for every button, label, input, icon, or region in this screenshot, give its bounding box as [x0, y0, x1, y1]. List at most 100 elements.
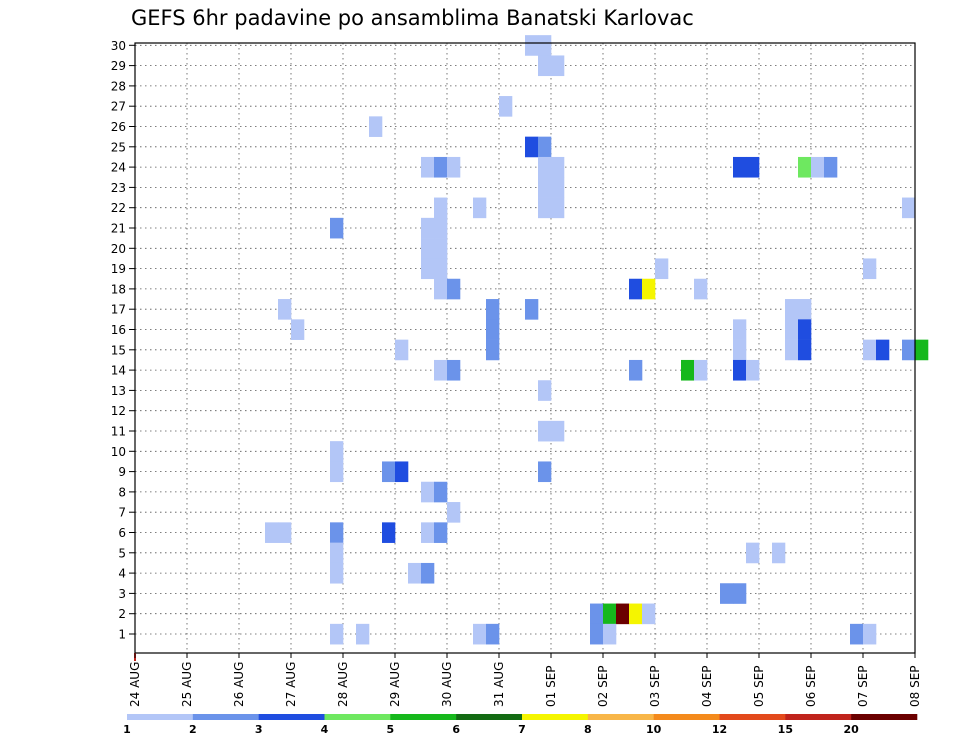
colorbar-segment [258, 714, 325, 720]
y-tick-label: 2 [118, 607, 126, 621]
precip-cell [538, 35, 552, 56]
precip-cell [746, 542, 760, 564]
x-tick-label: 04 SEP [700, 665, 714, 707]
y-tick-label: 6 [118, 526, 126, 540]
precip-cell [863, 258, 877, 280]
y-tick-label: 5 [118, 546, 126, 560]
precip-cell [824, 156, 838, 178]
precip-cell [603, 603, 617, 625]
precip-cell [590, 623, 604, 645]
y-tick-label: 16 [111, 323, 126, 337]
x-tick-label: 31 AUG [492, 662, 506, 707]
precip-cell [447, 156, 461, 178]
precip-cell [811, 156, 825, 178]
precip-cell [538, 55, 552, 77]
precip-cell [720, 583, 734, 604]
x-tick-label: 27 AUG [284, 662, 298, 707]
precip-cell [447, 359, 461, 381]
colorbar-segment [522, 714, 589, 720]
precip-cell [421, 156, 435, 178]
colorbar-segment [785, 714, 852, 720]
chart-title: GEFS 6hr padavine po ansamblima Banatski… [131, 6, 694, 30]
precip-cell [733, 339, 747, 361]
y-tick-label: 19 [111, 262, 126, 276]
x-tick-label: 24 AUG [128, 662, 142, 707]
plot-frame [134, 42, 916, 654]
precip-cell [798, 299, 812, 320]
precip-cell [434, 156, 448, 178]
precip-cell [902, 197, 916, 219]
precip-cell [629, 359, 643, 381]
precip-cell [551, 197, 565, 219]
y-tick-label: 30 [111, 39, 126, 53]
precip-cell [447, 502, 461, 523]
precip-cell [278, 522, 292, 543]
precip-cell [746, 359, 760, 381]
precip-cell [395, 461, 409, 483]
y-tick-label: 27 [111, 100, 126, 114]
precip-cell [694, 359, 708, 381]
precip-cell [785, 299, 799, 320]
y-tick-label: 8 [118, 485, 126, 499]
colorbar-segment [192, 714, 259, 720]
precip-cell [525, 136, 539, 158]
precip-cell [330, 217, 344, 239]
colorbar-label: 3 [255, 723, 263, 736]
colorbar-label: 20 [844, 723, 860, 736]
precip-cell [421, 522, 435, 543]
y-axis: 1234567891011121314151617181920212223242… [111, 39, 135, 642]
precip-cell [434, 522, 448, 543]
y-tick-label: 21 [111, 222, 126, 236]
y-tick-label: 18 [111, 282, 126, 296]
precip-cell [694, 278, 708, 300]
y-tick-label: 14 [111, 364, 126, 378]
precip-cell [902, 339, 916, 361]
precip-cell [538, 136, 552, 158]
colorbar-segment [456, 714, 523, 720]
precip-cell [850, 623, 864, 645]
precip-cell [395, 339, 409, 361]
x-tick-label: 05 SEP [752, 665, 766, 707]
precip-cell [915, 339, 929, 361]
precip-cell [434, 217, 448, 239]
y-tick-label: 20 [111, 242, 126, 256]
x-tick-label: 07 SEP [856, 665, 870, 707]
y-tick-label: 22 [111, 201, 126, 215]
x-tick-label: 02 SEP [596, 665, 610, 707]
precip-cell [629, 278, 643, 300]
colorbar-label: 1 [123, 723, 131, 736]
precip-cell [330, 461, 344, 483]
precip-cell [486, 623, 500, 645]
y-tick-label: 26 [111, 120, 126, 134]
precip-cell [330, 441, 344, 462]
precip-cell [733, 583, 747, 604]
precip-cell [473, 623, 487, 645]
precip-cell [486, 299, 500, 320]
y-tick-label: 17 [111, 303, 126, 317]
precip-cell [421, 217, 435, 239]
precip-cell [434, 278, 448, 300]
precip-cell [551, 55, 565, 77]
colorbar-label: 8 [584, 723, 592, 736]
colorbar-segment [851, 714, 918, 720]
precip-cell [525, 299, 539, 320]
precip-cell [733, 156, 747, 178]
precip-cell [330, 562, 344, 584]
y-tick-label: 13 [111, 384, 126, 398]
x-tick-label: 29 AUG [388, 662, 402, 707]
colorbar-label: 5 [387, 723, 395, 736]
y-tick-label: 28 [111, 79, 126, 93]
precip-cell [538, 461, 552, 483]
precip-cell [590, 603, 604, 625]
precip-cell [538, 380, 552, 401]
precip-cell [369, 116, 383, 137]
precip-cell [863, 339, 877, 361]
precip-cell [382, 461, 396, 483]
precip-cell [642, 603, 656, 625]
colorbar-label: 7 [518, 723, 526, 736]
precip-cell [538, 177, 552, 198]
y-tick-label: 9 [118, 465, 126, 479]
precip-cell [434, 197, 448, 219]
precip-cell [265, 522, 279, 543]
precip-cell [382, 522, 396, 543]
